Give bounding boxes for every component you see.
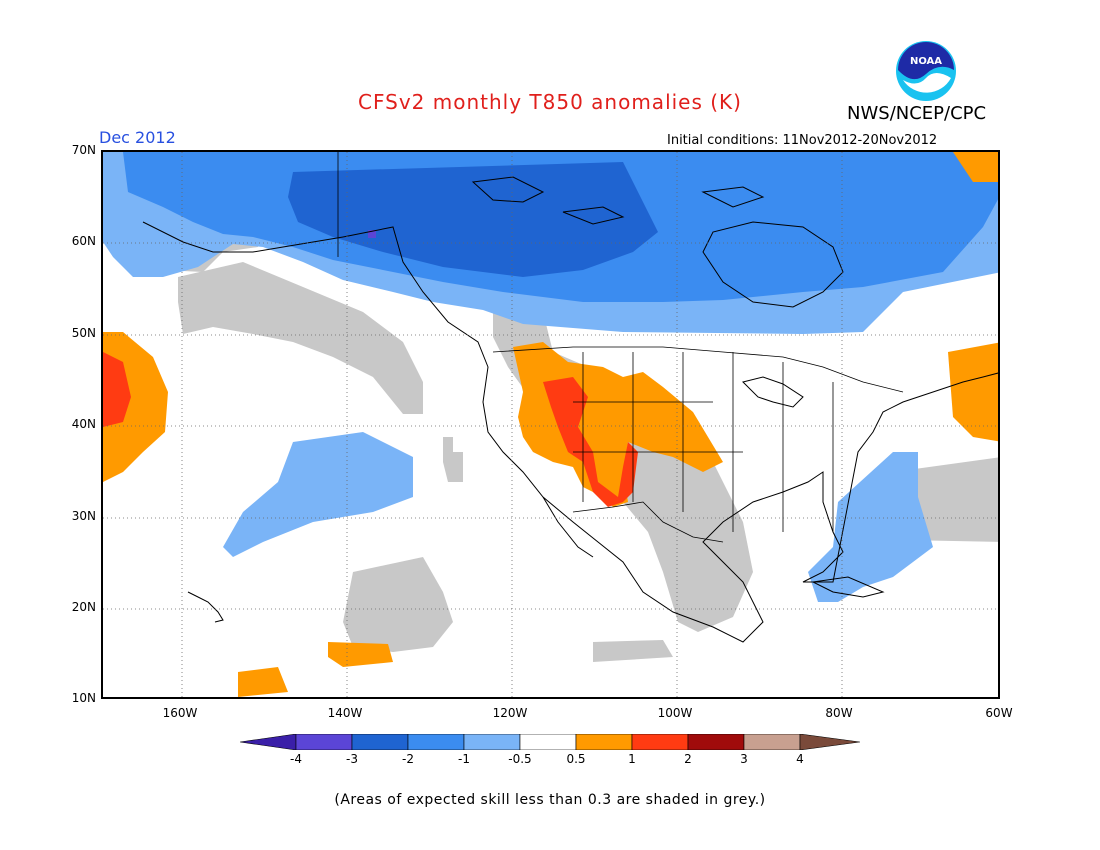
warm-anomalies (103, 152, 998, 697)
grey-region-gulf-ak (178, 262, 423, 414)
colorbar-cell-minus2-minus1 (407, 734, 465, 750)
orange-atlantic (948, 342, 998, 442)
logo-text: NOAA (910, 56, 942, 67)
lat-label-60n: 60N (71, 234, 96, 248)
coastlines (142, 176, 998, 643)
colorbar-label-2: 2 (684, 752, 692, 766)
lat-label-20n: 20N (71, 600, 96, 614)
colorbar-cell-minus3-minus2 (351, 734, 409, 750)
initial-conditions: Initial conditions: 11Nov2012-20Nov2012 (667, 133, 938, 148)
orange-pacific-bottom (238, 667, 288, 697)
light-blue-pacific (223, 432, 413, 557)
cuba-coast (811, 576, 885, 598)
colorbar-label-3: 3 (740, 752, 748, 766)
lon-label-120w: 120W (492, 706, 528, 720)
colorbar-cell-3-4 (743, 734, 801, 750)
colorbar-cell-minus1-minus05 (463, 734, 521, 750)
colorbar-label-1: 1 (628, 752, 636, 766)
lon-label-60w: 60W (985, 706, 1013, 720)
forecast-month: Dec 2012 (99, 128, 176, 147)
lat-label-30n: 30N (71, 509, 96, 523)
colorbar-cell-2-3 (687, 734, 745, 750)
footnote: (Areas of expected skill less than 0.3 a… (334, 792, 766, 808)
colorbar-cell-05-1 (575, 734, 633, 750)
cold-anomalies (103, 152, 998, 602)
agency-label: NWS/NCEP/CPC (847, 103, 987, 124)
red-west-us (543, 377, 638, 507)
light-blue-florida (808, 452, 933, 602)
colorbar-label-minus1: -1 (458, 752, 470, 766)
lon-label-160w: 160W (162, 706, 198, 720)
lat-label-70n: 70N (71, 143, 96, 157)
colorbar-cell-1-2 (631, 734, 689, 750)
colorbar-label-minus2: -2 (402, 752, 414, 766)
dark-blue-north (288, 162, 658, 277)
us-mexico-border (572, 501, 724, 543)
baja-coast (542, 496, 594, 558)
orange-ne-corner (953, 152, 998, 182)
lon-label-100w: 100W (657, 706, 693, 720)
colorbar-label-minus05: -0.5 (508, 752, 532, 766)
arctic-islands (471, 176, 765, 225)
colorbar-cell-neutral (519, 734, 577, 750)
us-canada-border (492, 346, 904, 393)
hawaii-coast (187, 591, 224, 623)
colorbar-label-05: 0.5 (566, 752, 586, 766)
north-america-coast (342, 226, 998, 643)
colorbar-cell-minus4-minus3 (295, 734, 353, 750)
red-east-pacific (103, 352, 131, 427)
grey-region-mexico-south (593, 640, 673, 662)
political-boundaries (337, 152, 904, 543)
alaska-coast (142, 221, 344, 253)
lon-label-80w: 80W (825, 706, 853, 720)
colorbar (240, 734, 860, 750)
colorbar-label-minus4: -4 (290, 752, 302, 766)
colorbar-cell-above-4 (799, 734, 860, 750)
great-lakes (742, 376, 804, 408)
state-lines (573, 352, 834, 532)
grey-region-pacific-dots (443, 437, 463, 482)
anomaly-map (101, 150, 1000, 699)
noaa-logo: NOAA (896, 41, 956, 101)
deep-cold-pixel (368, 230, 376, 238)
map-canvas (103, 152, 998, 697)
lat-label-50n: 50N (71, 326, 96, 340)
hudson-bay (702, 221, 844, 308)
colorbar-cell-below-minus4 (240, 734, 297, 750)
lat-label-40n: 40N (71, 417, 96, 431)
lon-label-140w: 140W (327, 706, 363, 720)
colorbar-label-minus3: -3 (346, 752, 358, 766)
grey-region-pacific-mid (343, 557, 453, 652)
lat-label-10n: 10N (71, 691, 96, 705)
chart-title: CFSv2 monthly T850 anomalies (K) (358, 90, 742, 114)
colorbar-label-4: 4 (796, 752, 804, 766)
orange-pacific-south (328, 642, 393, 667)
